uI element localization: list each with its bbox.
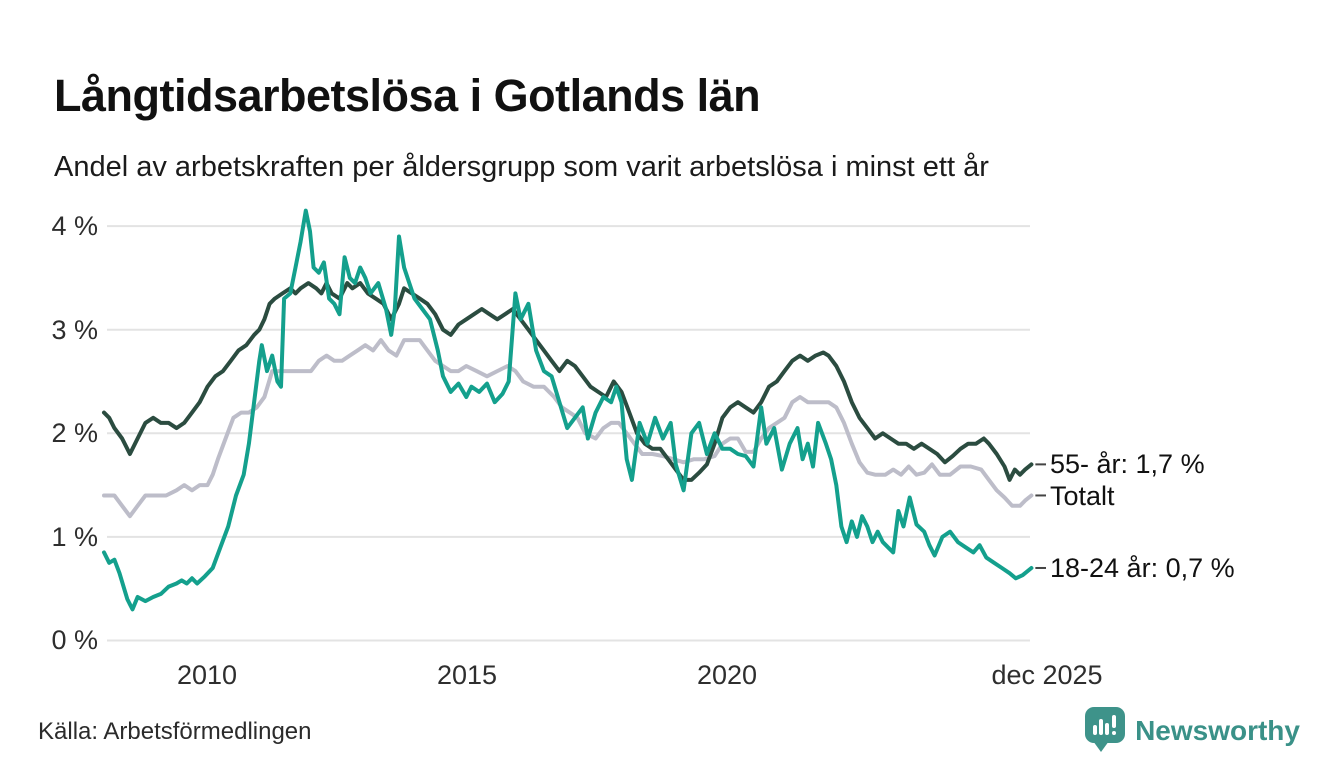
y-axis-tick: 0 % (51, 625, 98, 655)
speech-bubble-tail (1093, 741, 1110, 752)
source-note: Källa: Arbetsförmedlingen (38, 718, 312, 745)
series-line-55- år (102, 281, 1034, 482)
series-end-label-totalt: Totalt (1050, 481, 1115, 511)
series-end-label-18-24-ar: 18-24 år: 0,7 % (1050, 553, 1235, 583)
y-axis-tick: 1 % (51, 522, 98, 552)
x-axis-tick: 2015 (436, 660, 498, 690)
series-end-label-55-ar: 55- år: 1,7 % (1050, 449, 1205, 479)
series-line-18-24 år (102, 208, 1034, 612)
x-axis-tick: 2010 (176, 660, 238, 690)
newsworthy-logo: Newsworthy (1085, 707, 1300, 754)
bar-glyph (1099, 719, 1104, 735)
page-subtitle: Andel av arbetskraften per åldersgrupp s… (54, 151, 989, 183)
bar-glyph (1105, 723, 1110, 735)
exclamation-glyph (1112, 715, 1117, 728)
y-axis-tick: 3 % (51, 315, 98, 345)
page-title: Långtidsarbetslösa i Gotlands län (54, 70, 761, 122)
y-axis-tick: 4 % (51, 211, 98, 241)
exclamation-dot (1112, 731, 1117, 735)
brand-name: Newsworthy (1135, 714, 1300, 746)
x-axis-tick: dec 2025 (991, 660, 1103, 690)
x-axis-tick: 2020 (696, 660, 758, 690)
y-axis-tick: 2 % (51, 418, 98, 448)
newsworthy-bubble-chart-icon (1085, 707, 1126, 754)
bar-glyph (1093, 725, 1098, 735)
